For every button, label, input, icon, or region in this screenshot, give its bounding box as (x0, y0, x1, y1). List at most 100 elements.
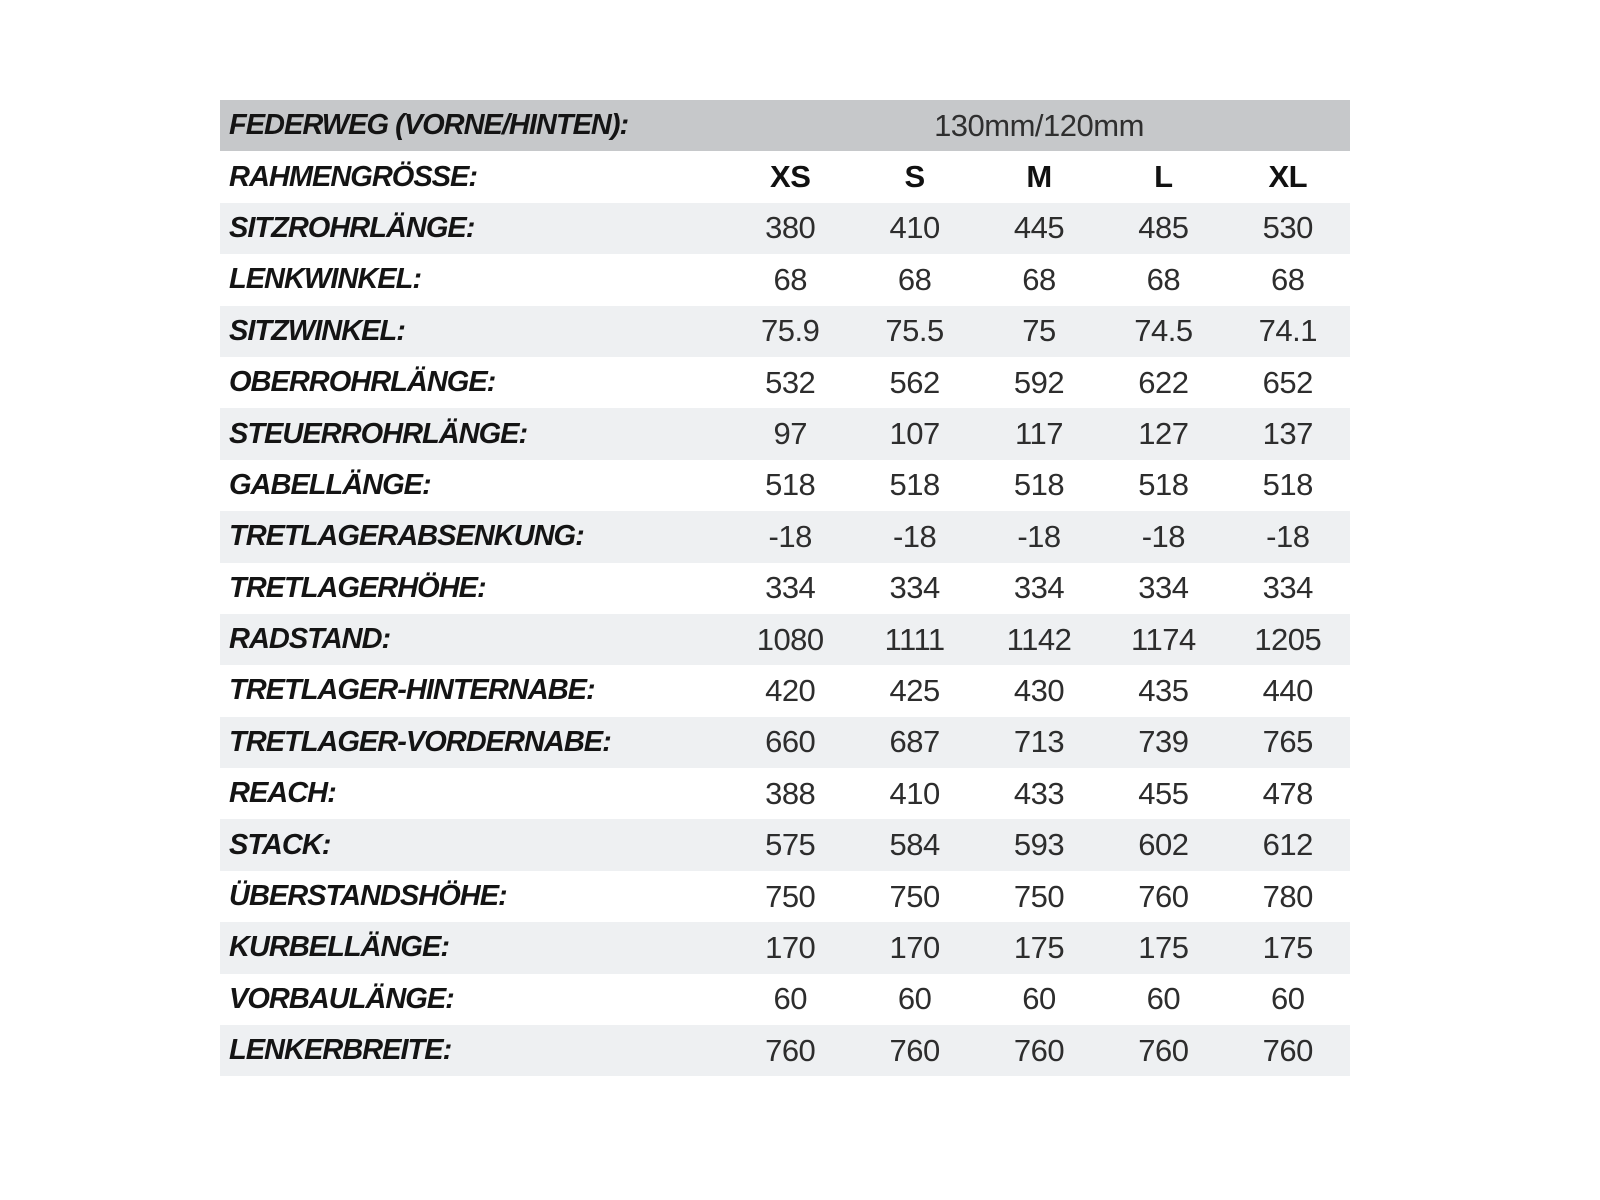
spec-value-xl: 780 (1262, 878, 1314, 914)
spec-value-l: 68 (1146, 261, 1181, 297)
spec-value-l: 334 (1138, 570, 1189, 606)
table-row: LENKERBREITE: 760 760 760 760 760 (220, 1025, 1350, 1077)
spec-value-s: 60 (897, 981, 932, 1017)
geometry-table: FEDERWEG (VORNE/HINTEN): 130mm/120mm RAH… (220, 100, 1350, 1077)
spec-label: OBERROHRLÄNGE: (229, 366, 496, 399)
spec-value-m: 60 (1022, 981, 1056, 1017)
spec-value-xl: 60 (1271, 981, 1305, 1017)
spec-label: LENKWINKEL: (229, 263, 422, 296)
spec-value-xs: 380 (765, 210, 816, 246)
spec-value-s: 425 (889, 672, 940, 708)
table-row: SITZWINKEL: 75.9 75.5 75 74.5 74.1 (220, 305, 1350, 357)
spec-label: RADSTAND: (229, 623, 391, 656)
size-header-xl: XL (1268, 159, 1308, 195)
table-row: LENKWINKEL: 68 68 68 68 68 (220, 254, 1350, 306)
spec-value-l: 518 (1138, 467, 1189, 503)
spec-value-m: 713 (1013, 724, 1065, 760)
spec-value-m: 433 (1013, 775, 1065, 811)
spec-value-xl: 652 (1262, 364, 1314, 400)
spec-label: TRETLAGERABSENKUNG: (229, 520, 585, 553)
table-row: TRETLAGER-HINTERNABE: 420 425 430 435 44… (220, 665, 1350, 717)
spec-value-xl: 530 (1262, 210, 1314, 246)
spec-label: TRETLAGER-HINTERNABE: (229, 674, 596, 707)
spec-value-m: 430 (1013, 672, 1065, 708)
spec-rows: SITZROHRLÄNGE: 380 410 445 485 530 LENKW… (220, 202, 1350, 1077)
spec-value-l: 760 (1138, 878, 1189, 914)
spec-value-l: 622 (1138, 364, 1189, 400)
spec-value-m: 175 (1013, 929, 1065, 965)
spec-value-xl: 74.1 (1258, 313, 1318, 349)
spec-value-xs: 75.9 (761, 313, 820, 349)
spec-value-m: 75 (1022, 313, 1056, 349)
table-row: STEUERROHRLÄNGE: 97 107 117 127 137 (220, 408, 1350, 460)
spec-value-xs: 334 (765, 570, 816, 606)
spec-value-m: 117 (1015, 416, 1063, 452)
spec-value-l: 760 (1138, 1032, 1189, 1068)
table-row: OBERROHRLÄNGE: 532 562 592 622 652 (220, 356, 1350, 409)
spec-label: TRETLAGER-VORDERNABE: (229, 725, 612, 758)
spec-value-l: -18 (1141, 518, 1186, 554)
size-header-row: RAHMENGRÖSSE: XS S M L XL (220, 151, 1350, 203)
spec-value-xs: 60 (773, 981, 807, 1017)
spec-value-l: 175 (1138, 929, 1189, 965)
spec-value-s: 410 (889, 210, 940, 246)
spec-value-l: 435 (1138, 672, 1189, 708)
spec-value-l: 739 (1138, 724, 1189, 760)
table-row: REACH: 388 410 433 455 478 (220, 768, 1350, 820)
spec-value-s: 1111 (884, 621, 946, 657)
spec-value-xs: 532 (765, 364, 816, 400)
spec-label: VORBAULÄNGE: (229, 982, 455, 1015)
table-row: SITZROHRLÄNGE: 380 410 445 485 530 (220, 202, 1350, 255)
spec-value-m: 445 (1013, 210, 1065, 246)
spec-value-xl: 334 (1262, 570, 1314, 606)
spec-value-m: 750 (1013, 878, 1065, 914)
spec-value-xl: 478 (1262, 775, 1314, 811)
spec-label: KURBELLÄNGE: (229, 931, 450, 964)
spec-value-l: 602 (1138, 827, 1189, 863)
spec-label: SITZWINKEL: (229, 314, 406, 347)
table-row: STACK: 575 584 593 602 612 (220, 819, 1350, 871)
spec-value-m: 593 (1013, 827, 1065, 863)
spec-value-xs: 750 (765, 878, 816, 914)
spec-label: ÜBERSTANDSHÖHE: (229, 880, 508, 913)
travel-row-label: FEDERWEG (VORNE/HINTEN): (229, 109, 629, 142)
spec-value-s: 334 (889, 570, 940, 606)
spec-value-l: 127 (1138, 416, 1189, 452)
spec-value-xs: 1080 (756, 621, 824, 657)
spec-value-xl: 765 (1262, 724, 1314, 760)
spec-value-m: 68 (1022, 261, 1056, 297)
spec-value-xs: 170 (765, 929, 816, 965)
spec-value-xs: 97 (773, 416, 807, 452)
spec-value-xs: 68 (773, 261, 807, 297)
spec-value-s: 562 (889, 364, 940, 400)
spec-value-m: 1142 (1006, 621, 1072, 657)
spec-value-s: 760 (889, 1032, 940, 1068)
spec-value-m: 760 (1013, 1032, 1065, 1068)
spec-value-xl: 760 (1262, 1032, 1314, 1068)
table-row: RADSTAND: 1080 1111 1142 1174 1205 (220, 613, 1350, 666)
spec-value-xs: 420 (765, 672, 816, 708)
spec-value-xs: 388 (765, 775, 816, 811)
spec-label: SITZROHRLÄNGE: (229, 211, 475, 244)
size-header-label: RAHMENGRÖSSE: (229, 160, 478, 193)
spec-label: STACK: (229, 828, 331, 861)
spec-value-xs: 660 (765, 724, 816, 760)
travel-row: FEDERWEG (VORNE/HINTEN): 130mm/120mm (220, 100, 1350, 152)
table-row: GABELLÄNGE: 518 518 518 518 518 (220, 459, 1350, 512)
spec-label: TRETLAGERHÖHE: (229, 571, 487, 604)
spec-label: REACH: (229, 777, 337, 810)
spec-value-m: -18 (1017, 518, 1061, 554)
table-row: TRETLAGERHÖHE: 334 334 334 334 334 (220, 562, 1350, 614)
spec-value-xl: -18 (1266, 518, 1310, 554)
spec-value-xs: 518 (765, 467, 816, 503)
spec-value-xl: 518 (1262, 467, 1314, 503)
spec-value-xs: 575 (765, 827, 816, 863)
spec-label: GABELLÄNGE: (229, 468, 432, 501)
size-header-m: M (1026, 159, 1052, 195)
spec-value-xl: 440 (1262, 672, 1314, 708)
spec-value-xs: -18 (768, 518, 813, 554)
spec-label: STEUERROHRLÄNGE: (229, 417, 528, 450)
spec-value-s: 410 (889, 775, 940, 811)
size-header-l: L (1154, 159, 1173, 195)
